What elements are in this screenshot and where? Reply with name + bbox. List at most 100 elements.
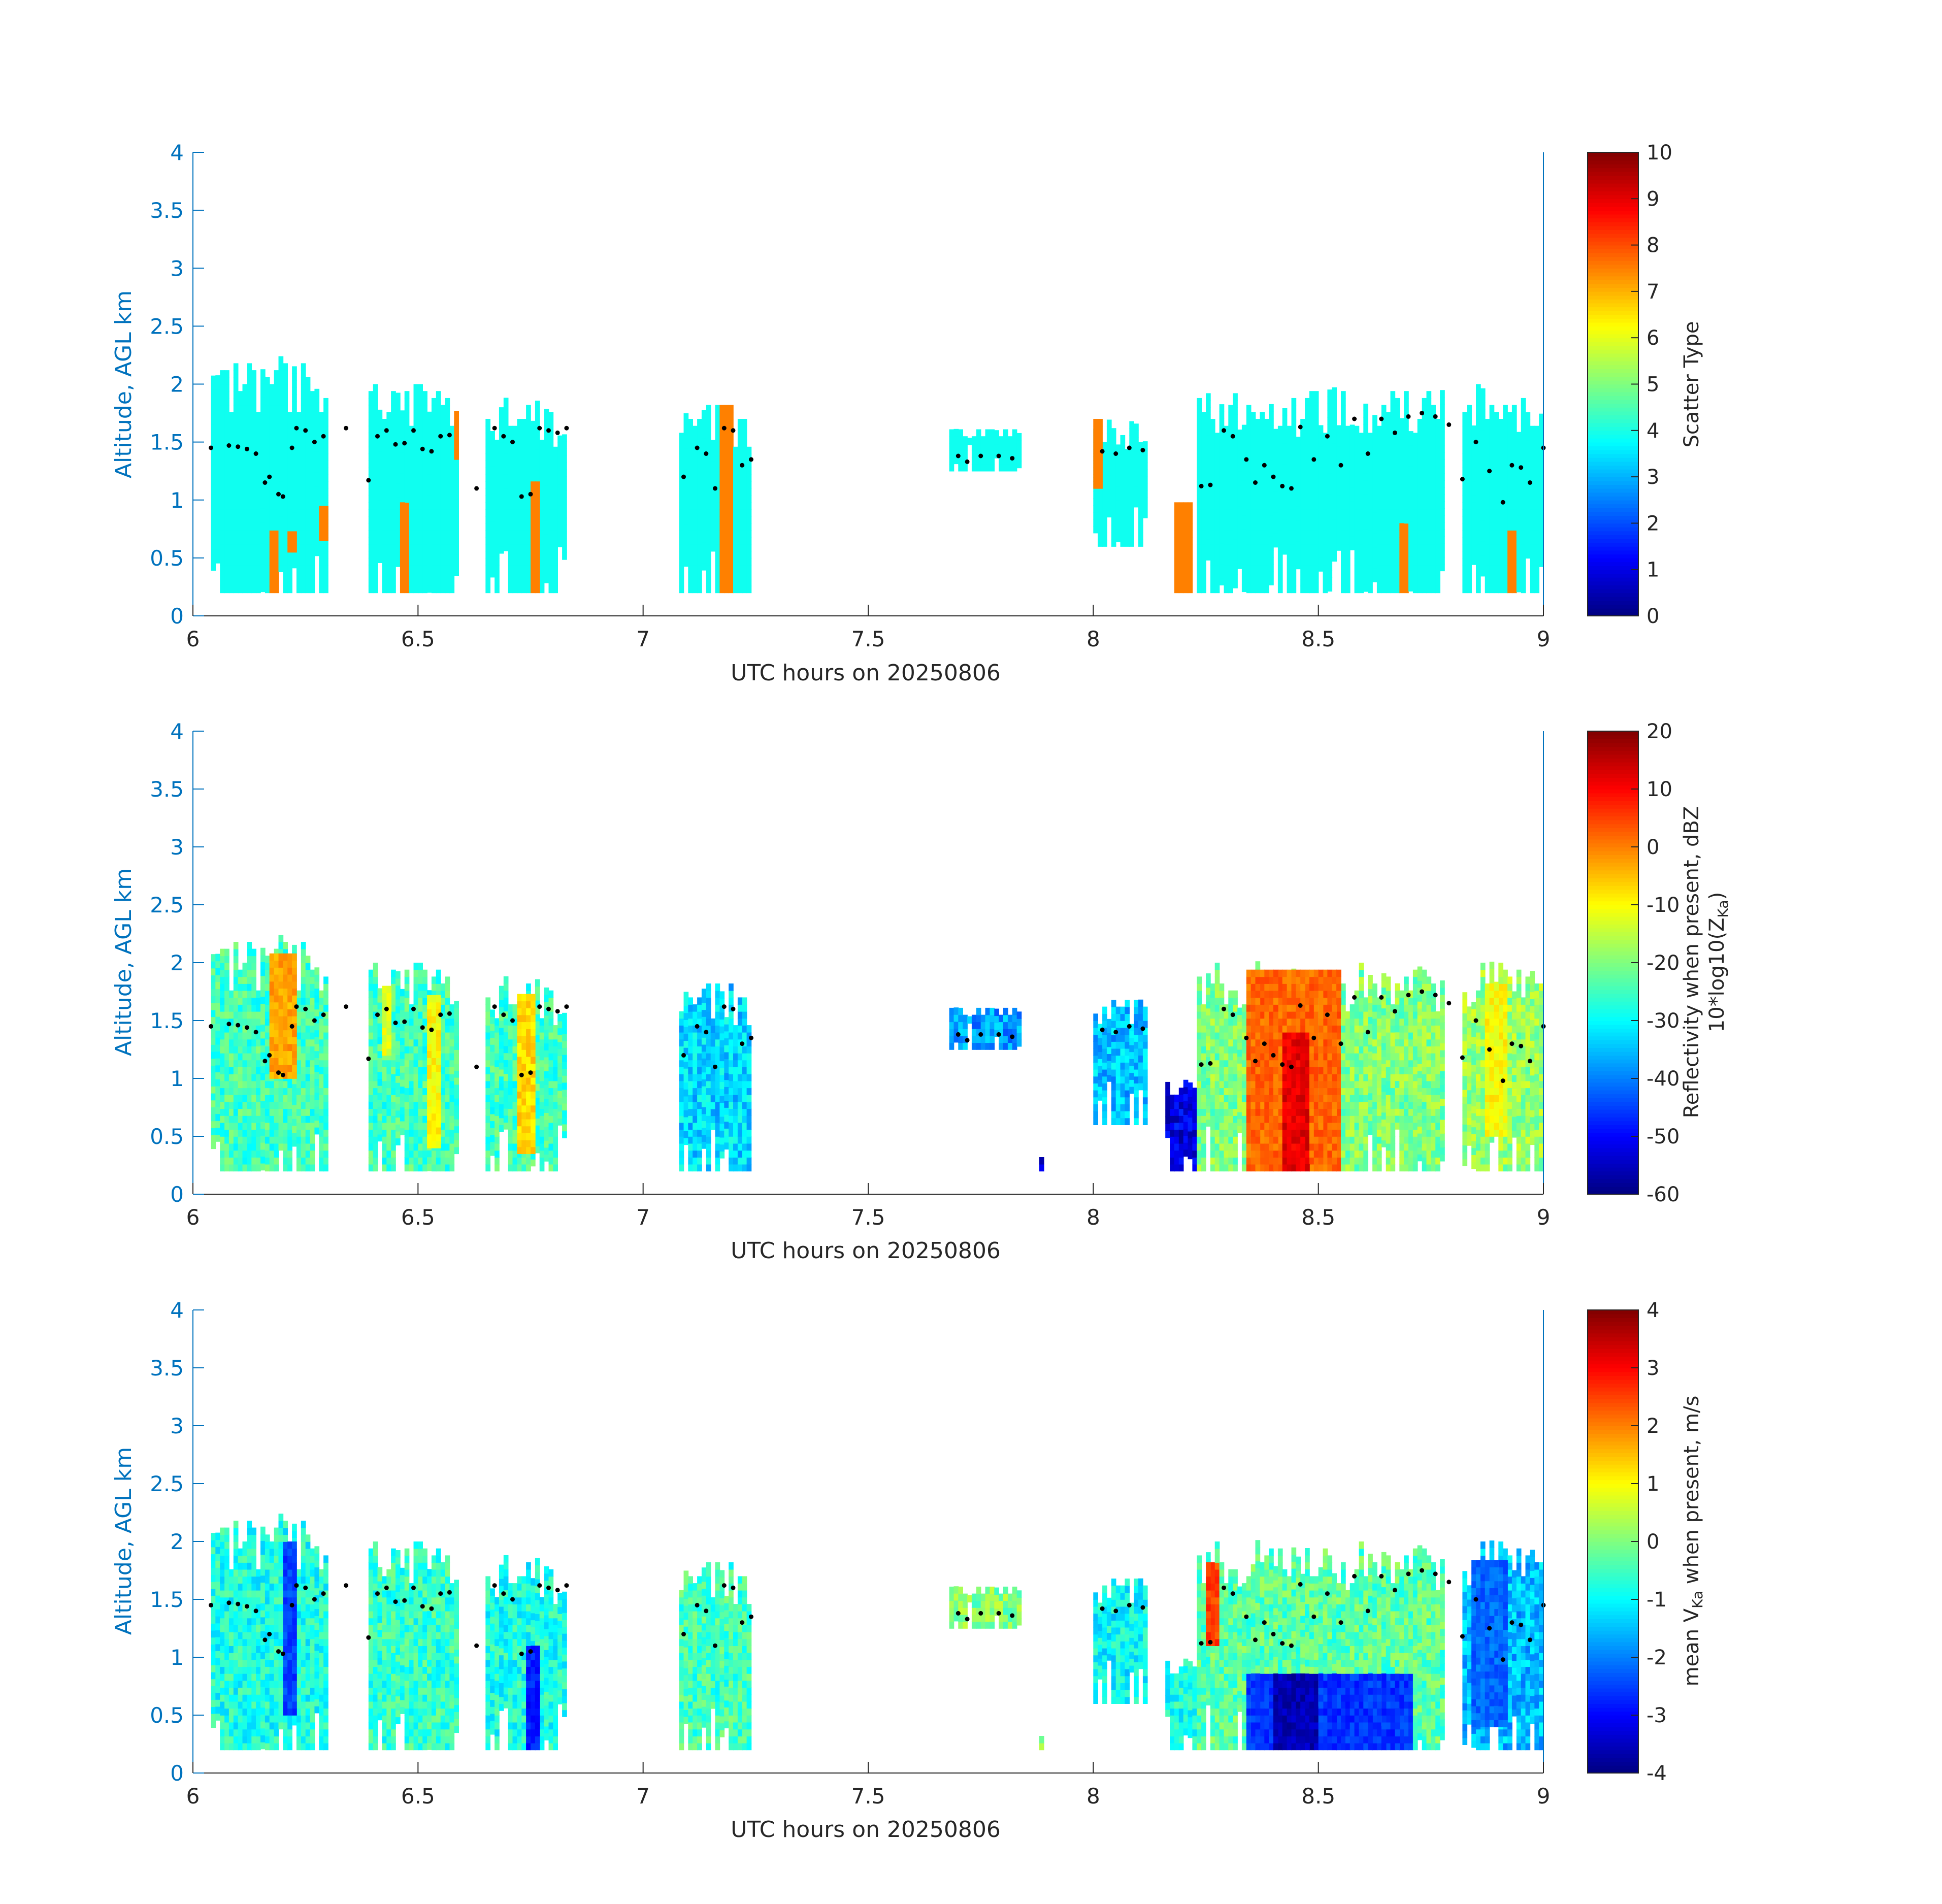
heatmap-cell (314, 423, 320, 431)
heatmap-cell (242, 1046, 248, 1054)
heatmap-cell (1201, 461, 1206, 468)
heatmap-cell (228, 446, 234, 454)
heatmap-cell (228, 579, 234, 586)
heatmap-cell (1206, 553, 1211, 561)
heatmap-cell (1462, 453, 1468, 461)
heatmap-cell (521, 467, 526, 475)
heatmap-cell (1516, 508, 1522, 516)
heatmap-cell (1332, 450, 1337, 457)
heatmap-cell (1296, 499, 1301, 507)
heatmap-cell (1498, 537, 1503, 545)
heatmap-cell (1516, 550, 1522, 557)
heatmap-cell (1233, 539, 1238, 547)
heatmap-cell (1120, 435, 1126, 443)
colorbar-segment (1588, 330, 1638, 335)
heatmap-cell (706, 565, 711, 573)
heatmap-cell (512, 453, 518, 461)
heatmap-cell (1341, 502, 1346, 510)
heatmap-cell (697, 585, 702, 594)
heatmap-cell (1359, 585, 1364, 594)
heatmap-cell (220, 446, 225, 454)
heatmap-cell (1511, 412, 1517, 419)
heatmap-cell (1404, 405, 1409, 413)
heatmap-cell (1237, 430, 1242, 437)
heatmap-cell (418, 405, 423, 413)
heatmap-cell (548, 481, 554, 489)
heatmap-cell (1426, 440, 1432, 447)
heatmap-cell (1102, 518, 1107, 526)
heatmap-cell (526, 557, 531, 566)
heatmap-cell (274, 391, 279, 399)
heatmap-cell (697, 461, 702, 468)
heatmap-cell (1273, 491, 1278, 499)
heatmap-cell (305, 516, 311, 524)
heatmap-cell (490, 486, 495, 495)
heatmap-cell (251, 1143, 256, 1151)
heatmap-cell (701, 521, 707, 529)
heatmap-cell (274, 412, 279, 419)
heatmap-cell (1336, 487, 1341, 496)
heatmap-cell (1404, 488, 1409, 496)
heatmap-cell (553, 446, 558, 454)
heatmap-cell (1345, 440, 1351, 447)
heatmap-cell (228, 1067, 234, 1074)
heatmap-cell (1467, 502, 1472, 510)
heatmap-cell (697, 551, 702, 559)
heatmap-cell (697, 565, 702, 573)
heatmap-cell (211, 1100, 216, 1107)
heatmap-cell (1219, 425, 1225, 433)
heatmap-cell (1476, 585, 1481, 594)
heatmap-cell (485, 488, 490, 496)
heatmap-cell (445, 412, 450, 419)
heatmap-cell (251, 1046, 256, 1054)
heatmap-cell (404, 474, 410, 482)
heatmap-cell (737, 481, 743, 489)
heatmap-cell (1489, 537, 1495, 545)
heatmap-cell (503, 516, 509, 523)
heatmap-cell (220, 565, 225, 573)
heatmap-cell (242, 523, 248, 531)
heatmap-cell (413, 502, 419, 510)
heatmap-cell (1296, 478, 1301, 486)
heatmap-cell (544, 492, 549, 500)
heatmap-cell (431, 544, 437, 551)
heatmap-cell (1381, 488, 1387, 496)
heatmap-cell (693, 446, 698, 454)
heatmap-cell (1476, 474, 1481, 482)
heatmap-cell (1354, 502, 1360, 510)
heatmap-cell (1467, 557, 1472, 566)
heatmap-cell (1363, 473, 1368, 481)
colorbar-segment (1588, 249, 1638, 253)
heatmap-cell (1372, 470, 1377, 478)
heatmap-cell (1305, 425, 1310, 434)
colorbar-segment (1588, 369, 1638, 373)
heatmap-cell (1363, 410, 1368, 418)
heatmap-cell (1408, 514, 1413, 522)
heatmap-cell (1471, 432, 1476, 440)
heatmap-cell (1390, 516, 1396, 524)
heatmap-cell (1341, 516, 1346, 524)
heatmap-cell (377, 444, 383, 452)
heatmap-cell (1332, 499, 1337, 506)
heatmap-cell (512, 488, 518, 496)
heatmap-cell (1174, 565, 1179, 573)
heatmap-cell (1390, 433, 1396, 440)
heatmap-cell (1269, 446, 1274, 453)
heatmap-cell (733, 551, 738, 559)
heatmap-cell (729, 453, 734, 461)
heatmap-cell (1359, 516, 1364, 524)
heatmap-cell (427, 418, 432, 426)
heatmap-cell (436, 419, 441, 426)
heatmap-cell (1511, 516, 1517, 524)
colorbar-segment (1588, 488, 1638, 493)
heatmap-cell (305, 523, 311, 531)
heatmap-cell (1359, 474, 1364, 482)
heatmap-cell (535, 449, 540, 457)
heatmap-cell (373, 537, 378, 545)
heatmap-cell (715, 502, 720, 510)
heatmap-cell (1511, 425, 1517, 434)
heatmap-cell (1260, 551, 1265, 559)
heatmap-cell (382, 565, 387, 573)
heatmap-cell (260, 501, 266, 509)
heatmap-cell (1381, 433, 1387, 440)
